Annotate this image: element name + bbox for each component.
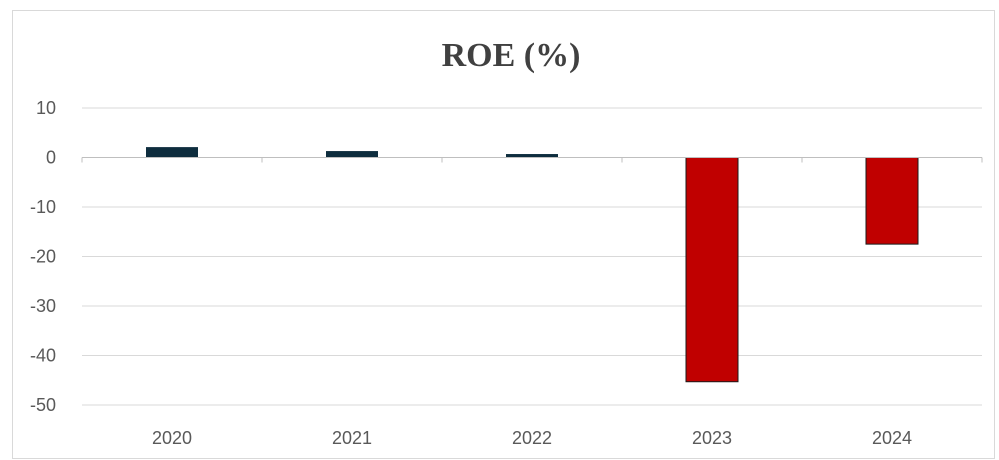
- x-axis: [81, 157, 983, 163]
- bar-2023: [685, 157, 739, 383]
- y-tick-label: -30: [30, 296, 56, 316]
- x-tick-label: 2023: [692, 428, 732, 448]
- x-axis-tick-labels: 2020 2021 2022 2023 2024: [152, 428, 912, 448]
- y-tick-label: -50: [30, 395, 56, 415]
- x-tick-label: 2020: [152, 428, 192, 448]
- y-tick-label: -20: [30, 247, 56, 267]
- x-tick-label: 2024: [872, 428, 912, 448]
- y-tick-label: -10: [30, 197, 56, 217]
- x-tick-label: 2022: [512, 428, 552, 448]
- y-axis-tick-labels: 10 0 -10 -20 -30 -40 -50: [30, 98, 56, 415]
- bar-2022: [506, 154, 558, 158]
- bar-2024: [865, 157, 919, 245]
- x-tick-label: 2021: [332, 428, 372, 448]
- gridlines: [82, 107, 982, 406]
- y-tick-label: -40: [30, 346, 56, 366]
- bar-2021: [326, 151, 378, 158]
- bar-2020: [146, 147, 198, 158]
- chart-frame: [12, 10, 995, 459]
- bars: [146, 147, 919, 383]
- y-tick-label: 10: [36, 98, 56, 118]
- chart-title: ROE (%): [442, 37, 581, 74]
- y-tick-label: 0: [46, 148, 56, 168]
